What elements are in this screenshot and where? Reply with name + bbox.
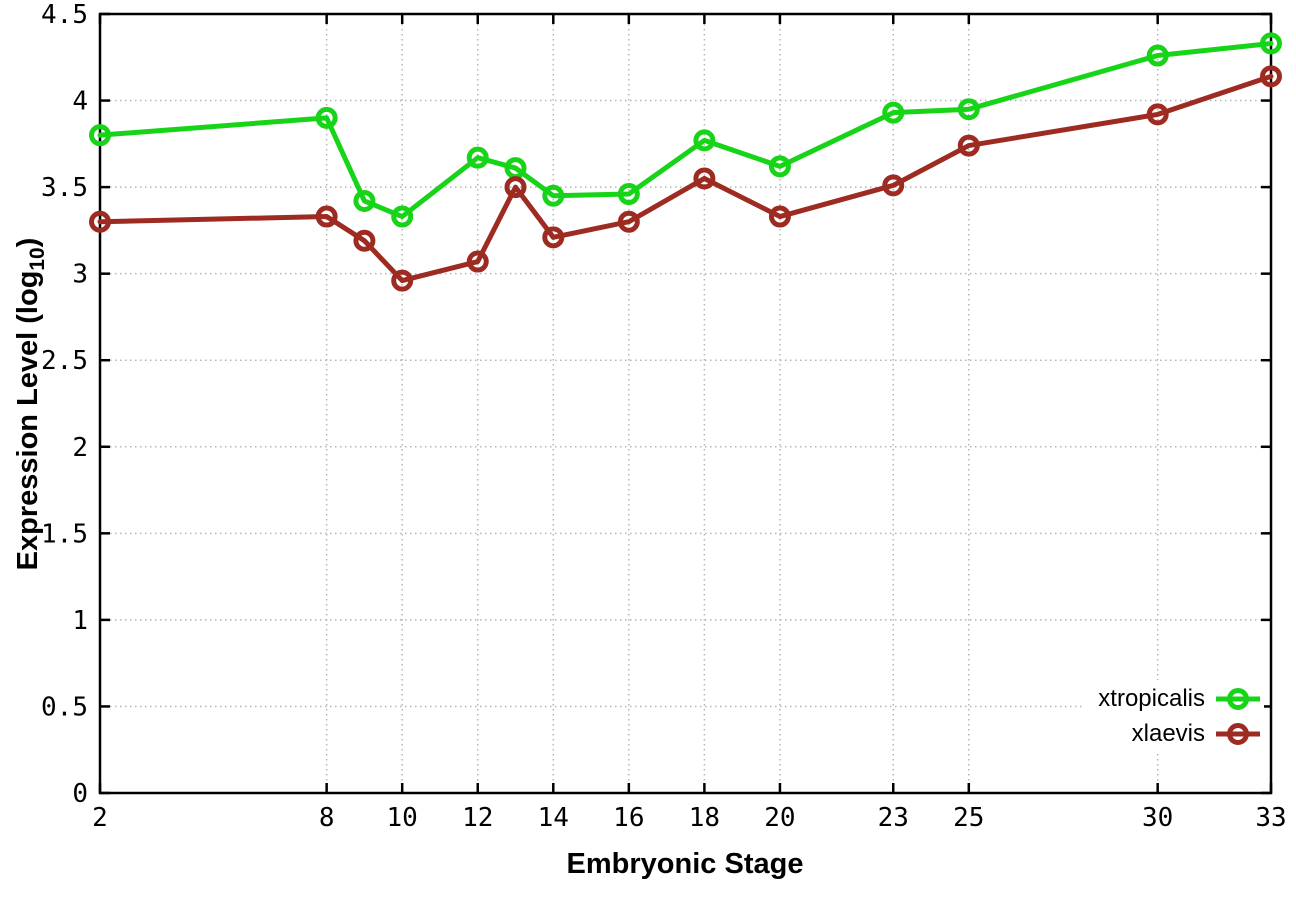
- data-point-xtropicalis-stage-23: [882, 101, 905, 124]
- data-point-xtropicalis-stage-20: [768, 155, 791, 178]
- data-point-xlaevis-stage-14: [542, 226, 565, 249]
- legend-item-xtropicalis: xtropicalis: [1098, 681, 1262, 716]
- x-tick-label-33: 33: [1255, 803, 1286, 833]
- x-tick-label-16: 16: [613, 803, 644, 833]
- data-point-xlaevis-stage-16: [617, 210, 640, 233]
- y-tick-label-3.5: 3.5: [41, 173, 88, 203]
- data-point-xtropicalis-stage-16: [617, 183, 640, 206]
- xlaevis-line-marker-icon: [1216, 722, 1260, 745]
- x-tick-label-10: 10: [387, 803, 418, 833]
- data-point-xlaevis-stage-30: [1146, 103, 1169, 126]
- data-point-xlaevis-stage-10: [391, 269, 414, 292]
- data-point-xlaevis-stage-13: [504, 176, 527, 199]
- data-point-xlaevis-stage-23: [882, 174, 905, 197]
- legend-label-xlaevis: xlaevis: [1131, 720, 1205, 747]
- data-point-xlaevis-stage-9: [353, 229, 376, 252]
- y-tick-label-4: 4: [72, 87, 88, 117]
- data-point-xlaevis-stage-25: [957, 134, 980, 157]
- data-point-xlaevis-stage-2: [89, 210, 111, 233]
- y-tick-label-4.5: 4.5: [41, 0, 88, 30]
- data-point-xtropicalis-stage-30: [1146, 44, 1169, 67]
- data-point-xlaevis-stage-33: [1260, 65, 1282, 88]
- data-point-xlaevis-stage-18: [693, 167, 716, 190]
- y-tick-label-0.5: 0.5: [41, 692, 88, 722]
- y-tick-label-0: 0: [72, 779, 88, 809]
- data-point-xtropicalis-stage-12: [466, 146, 489, 169]
- legend-label-xtropicalis: xtropicalis: [1098, 685, 1205, 712]
- data-point-xtropicalis-stage-10: [391, 205, 414, 228]
- x-tick-label-18: 18: [689, 803, 720, 833]
- data-point-xtropicalis-stage-18: [693, 129, 716, 152]
- y-axis-label-close: ): [12, 237, 45, 248]
- x-tick-label-23: 23: [878, 803, 909, 833]
- xtropicalis-line-marker-icon: [1216, 687, 1260, 710]
- y-tick-label-3: 3: [72, 260, 88, 290]
- x-tick-label-30: 30: [1142, 803, 1173, 833]
- x-tick-label-2: 2: [92, 803, 108, 833]
- x-axis-label: Embryonic Stage: [566, 848, 804, 880]
- data-point-xtropicalis-stage-33: [1260, 32, 1282, 55]
- y-tick-label-2.5: 2.5: [41, 346, 88, 376]
- x-tick-label-14: 14: [538, 803, 569, 833]
- plot-border: [98, 12, 1273, 795]
- data-point-xlaevis-stage-20: [768, 205, 791, 228]
- y-tick-label-1.5: 1.5: [41, 519, 88, 549]
- y-axis-label-text: Expression Level (log: [12, 270, 45, 571]
- data-point-xlaevis-stage-12: [466, 250, 489, 273]
- y-tick-label-1: 1: [72, 606, 88, 636]
- y-axis-label: Expression Level (log10): [12, 238, 50, 571]
- data-point-xtropicalis-stage-25: [957, 98, 980, 121]
- data-point-xlaevis-stage-8: [315, 205, 338, 228]
- legend: xtropicalis xlaevis: [1084, 680, 1264, 752]
- data-point-xtropicalis-stage-2: [89, 124, 111, 147]
- data-point-xtropicalis-stage-8: [315, 106, 338, 129]
- x-tick-label-25: 25: [953, 803, 984, 833]
- series-line-xlaevis: [97, 73, 1274, 284]
- x-tick-label-8: 8: [319, 803, 335, 833]
- data-point-xtropicalis-stage-9: [353, 189, 376, 212]
- data-point-xtropicalis-stage-14: [542, 184, 565, 207]
- x-tick-label-20: 20: [764, 803, 795, 833]
- y-tick-label-2: 2: [72, 433, 88, 463]
- y-axis-label-subscript: 10: [25, 247, 49, 271]
- legend-item-xlaevis: xlaevis: [1132, 716, 1262, 751]
- x-tick-label-12: 12: [462, 803, 493, 833]
